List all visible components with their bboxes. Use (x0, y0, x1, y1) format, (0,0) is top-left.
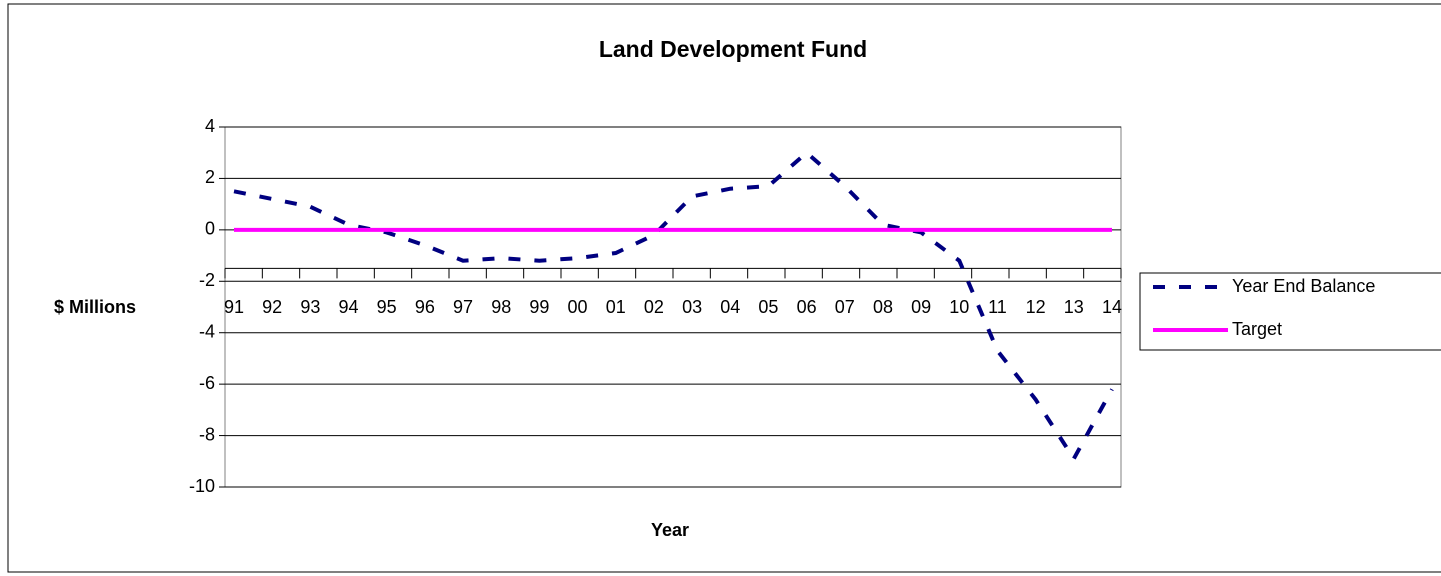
x-tick-label: 96 (415, 297, 435, 317)
x-tick-label: 00 (568, 297, 588, 317)
legend-label: Target (1232, 319, 1282, 339)
y-tick-label: -2 (199, 270, 215, 290)
x-tick-label: 06 (797, 297, 817, 317)
x-tick-label: 99 (529, 297, 549, 317)
x-tick-label: 10 (949, 297, 969, 317)
x-tick-label: 12 (1026, 297, 1046, 317)
y-tick-label: 4 (205, 116, 215, 136)
x-tick-label: 07 (835, 297, 855, 317)
y-tick-label: 2 (205, 167, 215, 187)
x-tick-label: 91 (224, 297, 244, 317)
y-tick-label: 0 (205, 219, 215, 239)
y-tick-label: -8 (199, 424, 215, 444)
x-tick-label: 03 (682, 297, 702, 317)
x-tick-label: 93 (300, 297, 320, 317)
x-tick-label: 04 (720, 297, 740, 317)
x-tick-label: 13 (1064, 297, 1084, 317)
x-tick-label: 09 (911, 297, 931, 317)
x-tick-label: 01 (606, 297, 626, 317)
x-tick-label: 11 (988, 297, 1007, 317)
x-axis-label: Year (651, 520, 689, 540)
y-tick-label: -10 (189, 476, 215, 496)
plot-area (224, 126, 1122, 488)
y-tick-label: -4 (199, 321, 215, 341)
legend-label: Year End Balance (1232, 276, 1375, 296)
y-axis-label: $ Millions (54, 297, 136, 317)
y-tick-label: -6 (199, 373, 215, 393)
x-tick-label: 97 (453, 297, 473, 317)
chart-title: Land Development Fund (599, 36, 867, 62)
x-tick-label: 08 (873, 297, 893, 317)
x-tick-label: 98 (491, 297, 511, 317)
x-tick-label: 92 (262, 297, 282, 317)
x-tick-label: 94 (339, 297, 359, 317)
x-tick-label: 05 (758, 297, 778, 317)
x-tick-label: 95 (377, 297, 397, 317)
x-tick-label: 02 (644, 297, 664, 317)
x-tick-label: 14 (1102, 297, 1122, 317)
